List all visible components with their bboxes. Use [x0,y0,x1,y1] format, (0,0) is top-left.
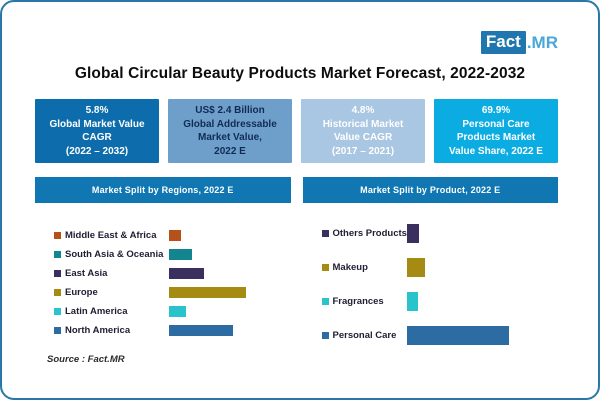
legend-swatch [321,229,329,237]
legend-swatch [54,270,61,277]
charts-row: Middle East & Africa South Asia & Oceania… [35,216,558,352]
bar-personal-care [406,325,509,345]
chart-headers-row: Market Split by Regions, 2022 E Market S… [35,177,558,203]
legend-item: Fragrances [303,296,407,307]
legend-swatch [54,308,61,315]
stat-line: CAGR [82,132,112,143]
legend-label: Personal Care [332,329,397,341]
legend-label: South Asia & Oceania [65,249,164,260]
chart-header-regions: Market Split by Regions, 2022 E [35,177,291,203]
stat-line: US$ 2.4 Billion [195,105,265,116]
chart-row: Latin America [35,302,291,321]
legend-swatch [321,331,329,339]
legend-swatch [321,263,329,271]
stat-box-row: 5.8% Global Market Value CAGR (2022 – 20… [35,99,558,163]
legend-item: South Asia & Oceania [35,249,169,260]
legend-label: Makeup [332,261,368,273]
legend-swatch [54,289,61,296]
bar-track [406,257,559,277]
logo-fact-box: Fact [480,31,526,54]
bar-europe [169,287,247,298]
stat-line: Global Addressable [183,118,277,130]
stat-line: Global Market Value [49,118,145,130]
stat-line: Historical Market [322,118,404,130]
bar-track [169,230,291,241]
stat-box-global-cagr: 5.8% Global Market Value CAGR (2022 – 20… [35,99,159,163]
bar-track [169,287,291,298]
bar-latin-america [169,306,187,317]
stat-line: (2022 – 2032) [65,145,129,157]
bar-north-america [169,325,234,336]
chart-row: Personal Care [303,318,559,352]
chart-row: East Asia [35,264,291,283]
stat-line: Market Value, [198,132,262,143]
legend-item: Latin America [35,306,169,317]
chart-row: Makeup [303,250,559,284]
chart-row: South Asia & Oceania [35,245,291,264]
legend-label: Latin America [65,306,128,317]
bar-fragrances [406,291,419,311]
legend-label: Fragrances [332,295,384,307]
legend-label: Europe [65,287,98,298]
stat-line: Personal Care [462,118,530,130]
source-note: Source : Fact.MR [47,354,125,365]
bar-track [406,223,559,243]
stat-box-historical-cagr: 4.8% Historical Market Value CAGR (2017 … [301,99,425,163]
bar-middle-east-africa [169,230,182,241]
legend-item: Makeup [303,262,407,273]
fact-mr-logo: Fact .MR [480,31,558,54]
legend-swatch [321,297,329,305]
bar-track [169,325,291,336]
bar-others-products [406,223,420,243]
stat-line: Products Market [456,132,536,143]
chart-row: Europe [35,283,291,302]
bar-track [169,268,291,279]
chart-row: North America [35,321,291,340]
legend-swatch [54,232,61,239]
legend-item: Personal Care [303,330,407,341]
legend-label: East Asia [65,268,108,279]
chart-row: Fragrances [303,284,559,318]
stat-box-addressable-value: US$ 2.4 Billion Global Addressable Marke… [168,99,292,163]
chart-regions: Middle East & Africa South Asia & Oceania… [35,216,291,352]
stat-line: 2022 E [214,145,246,157]
bar-track [406,325,559,345]
legend-swatch [54,251,61,258]
chart-row: Others Products [303,216,559,250]
bar-south-asia-oceania [169,249,193,260]
legend-item: East Asia [35,268,169,279]
legend-item: North America [35,325,169,336]
stat-line: 69.9% [481,105,511,116]
stat-line: Value CAGR [333,132,393,143]
bar-track [169,306,291,317]
bar-track [169,249,291,260]
chart-row: Middle East & Africa [35,226,291,245]
legend-item: Europe [35,287,169,298]
stat-line: (2017 – 2021) [331,145,395,157]
legend-label: Middle East & Africa [65,230,157,241]
page-title: Global Circular Beauty Products Market F… [74,65,526,82]
legend-label: Others Products [332,227,407,239]
chart-products: Others Products Makeup Fragrances Personal … [303,216,559,352]
logo-mr-text: .MR [526,32,558,52]
legend-swatch [54,327,61,334]
legend-item: Others Products [303,228,407,239]
stat-box-personal-care-share: 69.9% Personal Care Products Market Valu… [434,99,558,163]
legend-label: North America [65,325,131,336]
stat-line: Value Share, 2022 E [449,145,543,157]
bar-makeup [406,257,426,277]
bar-east-asia [169,268,205,279]
stat-line: 4.8% [351,105,375,116]
stat-line: 5.8% [85,105,109,116]
chart-header-products: Market Split by Product, 2022 E [302,177,558,203]
legend-item: Middle East & Africa [35,230,169,241]
bar-track [406,291,559,311]
